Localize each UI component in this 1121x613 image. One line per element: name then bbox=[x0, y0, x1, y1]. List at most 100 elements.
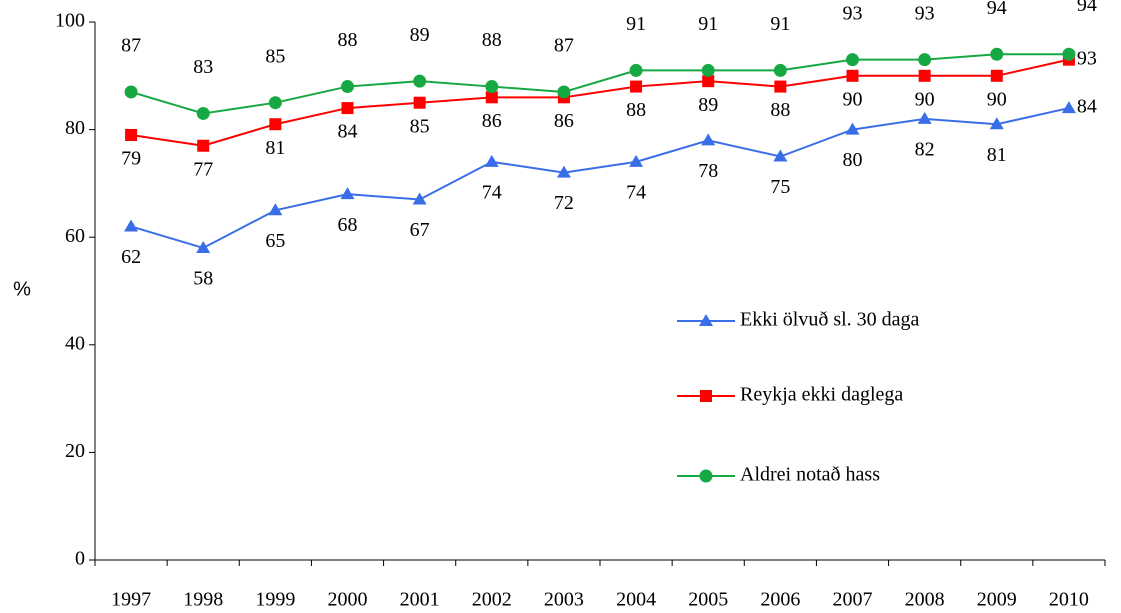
series-line bbox=[130, 107, 1070, 250]
data-label: 83 bbox=[193, 56, 213, 78]
data-label: 58 bbox=[193, 268, 213, 290]
data-label: 90 bbox=[915, 88, 935, 110]
data-label: 87 bbox=[554, 35, 574, 57]
data-label: 88 bbox=[338, 29, 358, 51]
data-label: 75 bbox=[770, 176, 790, 198]
data-label: 90 bbox=[843, 88, 863, 110]
data-label: 65 bbox=[265, 230, 285, 252]
x-tick-label: 2001 bbox=[400, 589, 440, 611]
data-label: 85 bbox=[265, 45, 285, 67]
marker bbox=[701, 133, 716, 146]
data-label: 80 bbox=[843, 149, 863, 171]
x-tick-label: 2008 bbox=[905, 589, 945, 611]
marker bbox=[989, 117, 1004, 130]
legend-label: Ekki ölvuð sl. 30 daga bbox=[740, 309, 920, 331]
marker bbox=[774, 80, 787, 93]
marker bbox=[629, 154, 644, 167]
data-label: 91 bbox=[698, 13, 718, 35]
marker bbox=[773, 63, 787, 77]
legend-marker bbox=[699, 469, 713, 483]
marker bbox=[917, 111, 932, 124]
marker bbox=[701, 63, 715, 77]
marker bbox=[846, 69, 859, 82]
data-label: 72 bbox=[554, 192, 574, 214]
marker bbox=[269, 118, 282, 131]
y-tick-label: 20 bbox=[65, 440, 85, 462]
marker bbox=[1062, 47, 1076, 61]
y-tick-label: 100 bbox=[55, 10, 85, 32]
data-label: 94 bbox=[987, 0, 1007, 19]
marker bbox=[485, 80, 499, 94]
data-label: 81 bbox=[987, 144, 1007, 166]
data-label: 93 bbox=[1077, 47, 1097, 69]
data-label: 88 bbox=[770, 99, 790, 121]
data-label: 88 bbox=[482, 29, 502, 51]
data-label: 84 bbox=[338, 121, 358, 143]
x-tick-label: 2009 bbox=[977, 589, 1017, 611]
marker bbox=[1061, 101, 1076, 114]
data-label: 94 bbox=[1077, 0, 1097, 16]
data-label: 91 bbox=[626, 13, 646, 35]
x-tick-label: 2010 bbox=[1049, 589, 1089, 611]
marker bbox=[268, 203, 283, 216]
x-tick-label: 2000 bbox=[328, 589, 368, 611]
y-axis-label: % bbox=[13, 278, 31, 300]
marker bbox=[341, 102, 354, 115]
marker bbox=[196, 106, 210, 120]
marker bbox=[484, 154, 499, 167]
data-label: 74 bbox=[626, 181, 646, 203]
marker bbox=[196, 240, 211, 253]
data-label: 88 bbox=[626, 99, 646, 121]
marker bbox=[702, 75, 715, 88]
legend-label: Aldrei notað hass bbox=[740, 464, 880, 486]
x-tick-label: 2005 bbox=[688, 589, 728, 611]
data-label: 77 bbox=[193, 158, 213, 180]
marker bbox=[990, 47, 1004, 61]
data-label: 81 bbox=[265, 137, 285, 159]
data-label: 85 bbox=[410, 115, 430, 137]
marker bbox=[268, 96, 282, 110]
y-tick-label: 60 bbox=[65, 225, 85, 247]
data-label: 67 bbox=[410, 219, 430, 241]
marker bbox=[341, 80, 354, 94]
y-tick-label: 0 bbox=[75, 548, 85, 570]
data-label: 86 bbox=[554, 110, 574, 132]
data-label: 74 bbox=[482, 181, 502, 203]
series-line bbox=[130, 58, 1070, 147]
data-label: 68 bbox=[338, 214, 358, 236]
x-tick-label: 2003 bbox=[544, 589, 584, 611]
marker bbox=[845, 122, 860, 135]
y-tick-label: 80 bbox=[65, 117, 85, 139]
x-tick-label: 2006 bbox=[760, 589, 800, 611]
marker bbox=[124, 219, 139, 232]
x-tick-label: 2007 bbox=[833, 589, 873, 611]
data-label: 86 bbox=[482, 110, 502, 132]
x-tick-label: 1998 bbox=[183, 589, 223, 611]
data-label: 90 bbox=[987, 88, 1007, 110]
marker bbox=[340, 187, 355, 200]
legend-marker bbox=[700, 390, 712, 402]
marker bbox=[124, 85, 138, 99]
y-tick-label: 40 bbox=[65, 332, 85, 354]
legend-label: Reykja ekki daglega bbox=[740, 384, 903, 406]
marker bbox=[773, 149, 788, 162]
marker bbox=[412, 192, 427, 205]
marker bbox=[630, 80, 643, 93]
data-label: 87 bbox=[121, 35, 141, 57]
marker bbox=[846, 53, 859, 67]
data-label: 89 bbox=[698, 94, 718, 116]
data-label: 82 bbox=[915, 138, 935, 160]
marker bbox=[197, 139, 210, 152]
data-label: 89 bbox=[410, 24, 430, 46]
marker bbox=[413, 74, 427, 88]
data-label: 93 bbox=[843, 2, 863, 24]
series-line bbox=[130, 53, 1069, 115]
marker bbox=[629, 63, 643, 77]
marker bbox=[485, 91, 498, 104]
data-label: 78 bbox=[698, 160, 718, 182]
data-label: 84 bbox=[1077, 96, 1097, 118]
marker bbox=[990, 69, 1003, 82]
marker bbox=[556, 165, 571, 178]
data-label: 79 bbox=[121, 148, 141, 170]
